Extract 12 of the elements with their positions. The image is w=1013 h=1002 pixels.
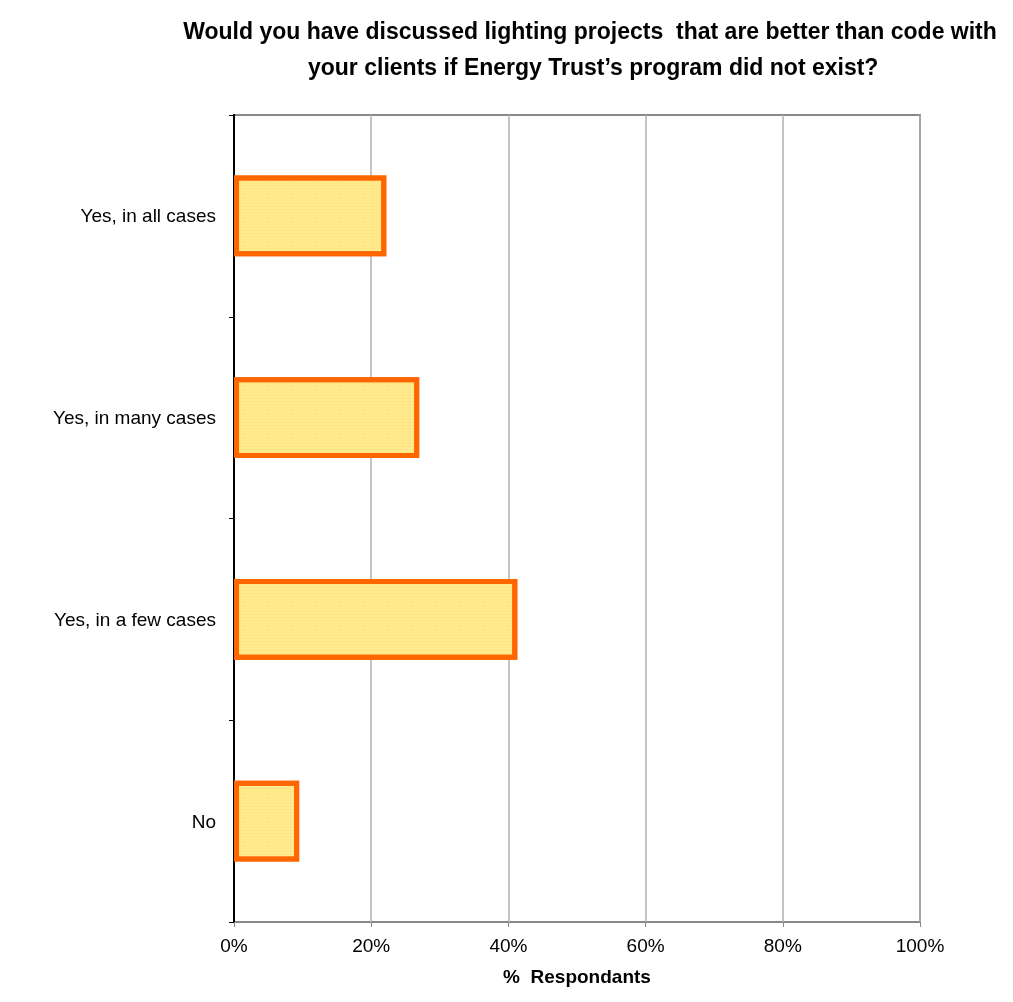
y-tick-label: Yes, in all cases: [80, 205, 216, 227]
x-tick-label: 20%: [352, 935, 391, 956]
y-tick-label: Yes, in many cases: [53, 407, 216, 429]
x-tick-label: 80%: [763, 935, 802, 956]
x-tick-label: 100%: [895, 935, 945, 956]
chart-title: Would you have discussed lighting projects that are better than code with your clients if Energy Trust’s program did not exist?: [183, 18, 997, 80]
x-axis-title: % Respondants: [503, 966, 651, 987]
y-tick-label: No: [191, 810, 216, 832]
y-tick-label: Yes, in a few cases: [54, 608, 216, 630]
x-tick-label: 60%: [626, 935, 665, 956]
x-tick-label: 40%: [489, 935, 528, 956]
x-tick-label: 0%: [220, 935, 248, 956]
